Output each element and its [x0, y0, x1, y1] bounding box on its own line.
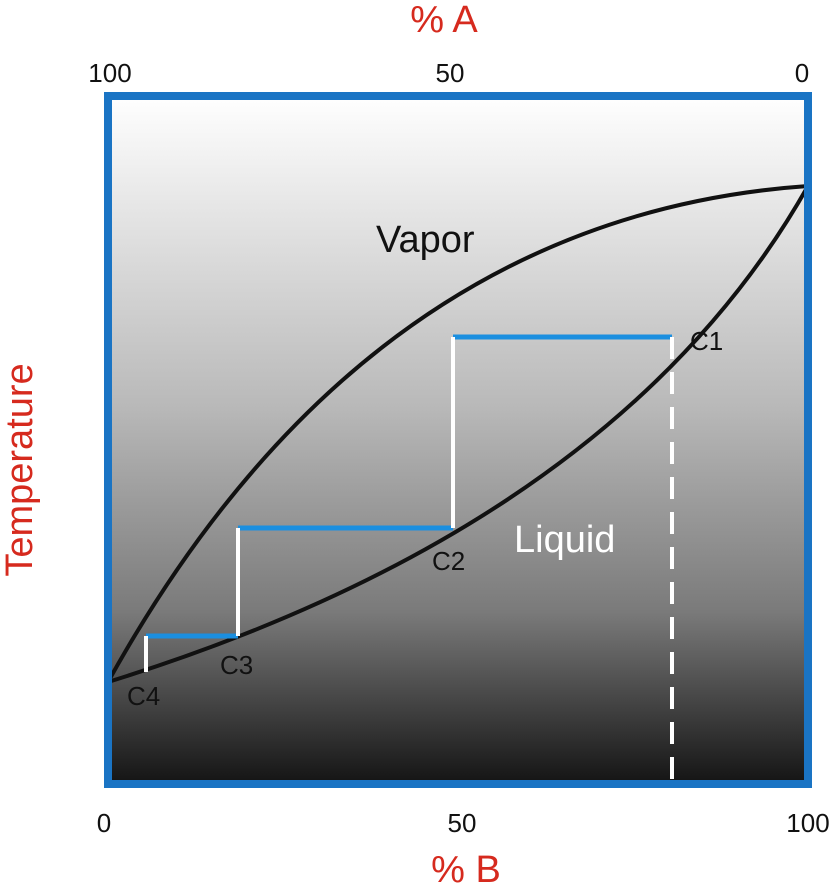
- bottom-tick-100: 100: [786, 808, 829, 838]
- bottom-axis-title: % B: [431, 849, 501, 885]
- point-label-c3: C3: [220, 650, 253, 680]
- point-label-c4: C4: [127, 681, 160, 711]
- y-axis-title: Temperature: [0, 363, 41, 576]
- top-tick-50: 50: [436, 58, 465, 88]
- bottom-tick-0: 0: [97, 808, 111, 838]
- vapor-label: Vapor: [376, 219, 475, 261]
- top-tick-100: 100: [88, 58, 131, 88]
- top-axis-title: % A: [410, 0, 478, 41]
- liquid-label: Liquid: [514, 519, 615, 561]
- vapor-curve: [106, 184, 809, 683]
- plot-frame: [104, 92, 812, 788]
- top-tick-0: 0: [795, 58, 809, 88]
- point-label-c1: C1: [690, 326, 723, 356]
- plot-background: [108, 96, 808, 784]
- bottom-tick-50: 50: [448, 808, 477, 838]
- liquid-curve: [107, 185, 810, 684]
- point-label-c2: C2: [432, 546, 465, 576]
